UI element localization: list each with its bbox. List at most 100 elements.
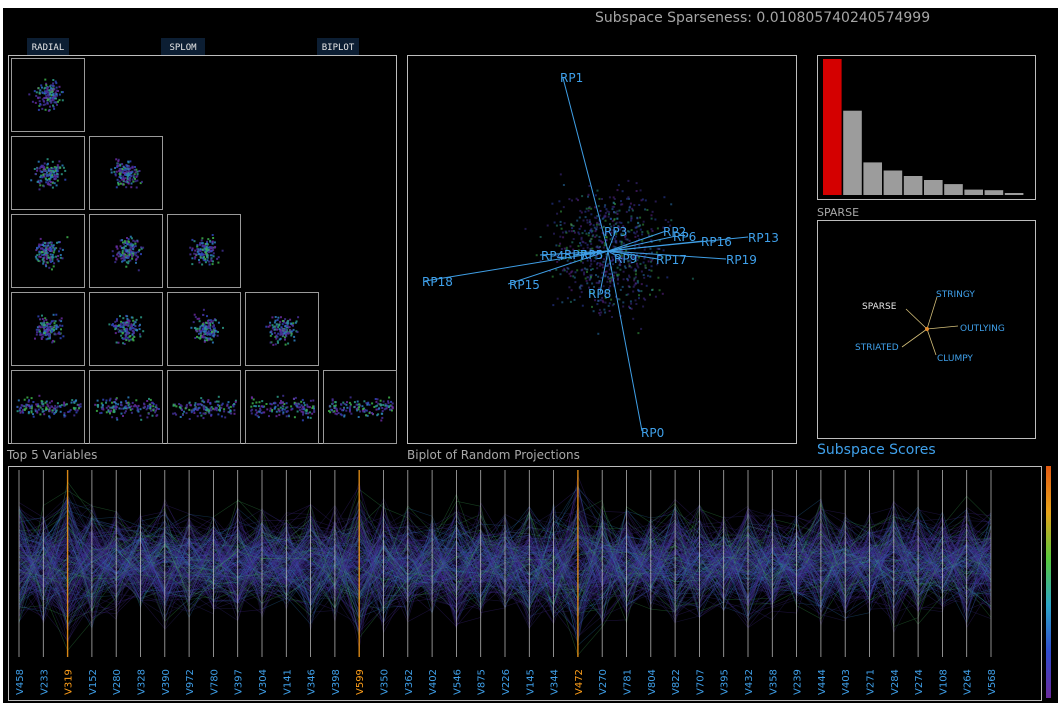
splom-point (121, 163, 124, 165)
splom-cell[interactable] (11, 136, 85, 210)
splom-cell[interactable] (323, 370, 397, 444)
splom-point (140, 180, 143, 183)
splom-cell[interactable] (11, 370, 85, 444)
splom-point (43, 330, 46, 333)
parallel-coordinates-plot[interactable]: V458 V233 V319 V152 V280 V328 V390 V972 V780 V397… (9, 467, 1041, 700)
splom-cell[interactable] (245, 292, 319, 366)
splom-point (174, 412, 176, 415)
splom-point (39, 247, 42, 250)
splom-point (181, 414, 184, 416)
splom-point (43, 248, 46, 251)
splom-point (48, 266, 51, 269)
biplot-point (597, 246, 600, 249)
biplot-point (591, 247, 594, 250)
splom-point (213, 325, 215, 327)
splom-point (229, 409, 232, 412)
splom-point (306, 405, 309, 408)
biplot-axis-label: RP16 (701, 235, 732, 249)
splom-point (294, 321, 297, 324)
splom-point (30, 179, 33, 182)
splom-point (191, 257, 194, 260)
splom-point (211, 242, 214, 245)
biplot-point (639, 216, 642, 219)
biplot-point (628, 209, 631, 212)
splom-point (45, 255, 48, 258)
splom-point (123, 328, 126, 331)
biplot-point (619, 248, 622, 251)
splom-cell[interactable] (89, 292, 163, 366)
splom-point (115, 158, 118, 161)
subspace-scores-panel[interactable]: SPARSE STRINGY OUTLYING CLUMPY STRIATED (817, 220, 1036, 439)
biplot-point (637, 256, 640, 259)
splom-point (47, 333, 50, 336)
splom-point (46, 328, 49, 331)
biplot-point (647, 274, 649, 277)
splom-point (42, 169, 45, 172)
biplot-point (612, 201, 615, 204)
splom-cell[interactable] (11, 58, 85, 132)
splom-point (52, 256, 55, 259)
score-graph-center (925, 327, 929, 331)
splom-point (39, 332, 42, 335)
splom-point (41, 170, 44, 173)
splom-point (253, 405, 256, 407)
splom-point (293, 335, 296, 338)
biplot-point (588, 279, 591, 281)
splom-point (217, 395, 220, 398)
parallel-coordinates-panel[interactable]: V458 V233 V319 V152 V280 V328 V390 V972 V780 V397… (8, 466, 1042, 701)
splom-point (44, 317, 47, 320)
biplot-point (581, 304, 584, 307)
splom-point (180, 405, 183, 408)
biplot-point (625, 249, 628, 252)
splom-point (58, 99, 61, 102)
splom-point (201, 254, 204, 257)
splom-point (126, 324, 129, 327)
splom-point (154, 411, 157, 414)
splom-cell[interactable] (89, 136, 163, 210)
splom-cell[interactable] (167, 214, 241, 288)
splom-point (41, 403, 44, 406)
splom-point (47, 109, 50, 112)
biplot-point (597, 332, 600, 335)
splom-cell[interactable] (245, 370, 319, 444)
splom-point (121, 249, 124, 252)
tab-biplot[interactable]: BIPLOT (317, 38, 359, 58)
splom-point (42, 410, 45, 413)
splom-point (119, 239, 122, 242)
splom-point (307, 416, 310, 419)
splom-point (336, 410, 339, 412)
tab-radial[interactable]: RADIAL (27, 38, 69, 58)
splom-cell[interactable] (167, 292, 241, 366)
biplot-point (633, 204, 636, 207)
splom-cell[interactable] (11, 292, 85, 366)
splom-point (197, 336, 200, 339)
splom-point (207, 338, 210, 341)
splom-point (191, 249, 194, 252)
splom-cell[interactable] (167, 370, 241, 444)
biplot-point (640, 270, 643, 273)
biplot-point (584, 242, 587, 245)
biplot-point (596, 246, 599, 249)
splom-point (64, 403, 67, 406)
splom-point (204, 408, 207, 411)
splom-point (137, 269, 140, 272)
splom-point (49, 89, 51, 92)
biplot-point (620, 234, 623, 237)
biplot-point (612, 229, 615, 232)
splom-point (124, 321, 127, 324)
splom-point (75, 411, 78, 414)
tab-splom[interactable]: SPLOM (161, 38, 205, 58)
splom-point (19, 411, 22, 414)
biplot-point (593, 292, 595, 295)
splom-cell[interactable] (89, 214, 163, 288)
biplot-panel[interactable]: RP1 RP3 RP2 RP6 RP16 RP13 RP19 RP17 RP4 RP7 RP5 RP8… (407, 55, 797, 444)
splom-point (203, 331, 206, 334)
splom-point (109, 411, 112, 413)
splom-point (214, 406, 217, 409)
biplot-point (568, 230, 571, 233)
splom-cell[interactable] (89, 370, 163, 444)
splom-cell[interactable] (11, 214, 85, 288)
biplot-point (559, 173, 562, 176)
